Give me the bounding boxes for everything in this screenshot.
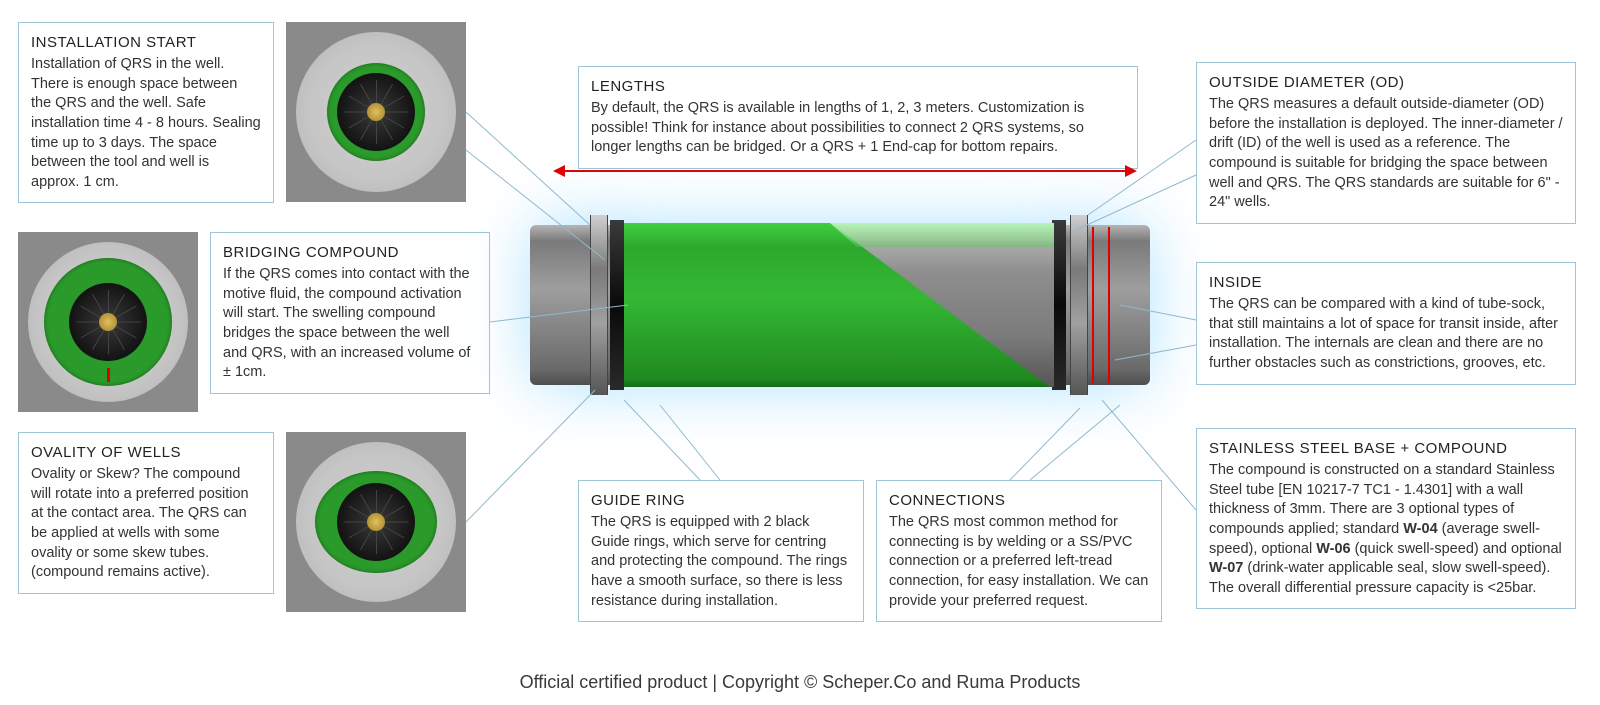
cross-section-ovality — [286, 432, 466, 612]
callout-title: STAINLESS STEEL BASE + COMPOUND — [1209, 439, 1563, 459]
footer-text: Official certified product | Copyright ©… — [0, 672, 1600, 693]
cross-section-bridging — [18, 232, 198, 412]
product-illustration — [530, 165, 1150, 445]
callout-lengths: LENGTHS By default, the QRS is available… — [578, 66, 1138, 169]
callout-bridging-compound: BRIDGING COMPOUND If the QRS comes into … — [210, 232, 490, 394]
callout-guide-ring: GUIDE RING The QRS is equipped with 2 bl… — [578, 480, 864, 622]
callout-body: By default, the QRS is available in leng… — [591, 99, 1125, 158]
callout-title: CONNECTIONS — [889, 491, 1149, 511]
callout-body: The QRS is equipped with 2 black Guide r… — [591, 513, 851, 611]
cross-section-install — [286, 22, 466, 202]
callout-body: Installation of QRS in the well. There i… — [31, 55, 261, 192]
callout-ovality: OVALITY OF WELLS Ovality or Skew? The co… — [18, 432, 274, 594]
callout-body: The QRS measures a default outside-diame… — [1209, 95, 1563, 212]
callout-title: LENGTHS — [591, 77, 1125, 97]
callout-title: INSTALLATION START — [31, 33, 261, 53]
callout-title: OUTSIDE DIAMETER (OD) — [1209, 73, 1563, 93]
callout-body: The QRS can be compared with a kind of t… — [1209, 295, 1563, 373]
callout-steel: STAINLESS STEEL BASE + COMPOUND The comp… — [1196, 428, 1576, 609]
callout-inside: INSIDE The QRS can be compared with a ki… — [1196, 262, 1576, 385]
callout-title: INSIDE — [1209, 273, 1563, 293]
callout-connections: CONNECTIONS The QRS most common method f… — [876, 480, 1162, 622]
callout-body: If the QRS comes into contact with the m… — [223, 265, 477, 382]
callout-title: GUIDE RING — [591, 491, 851, 511]
callout-title: BRIDGING COMPOUND — [223, 243, 477, 263]
callout-od: OUTSIDE DIAMETER (OD) The QRS measures a… — [1196, 62, 1576, 224]
callout-body: Ovality or Skew? The compound will rotat… — [31, 465, 261, 582]
callout-body: The QRS most common method for connectin… — [889, 513, 1149, 611]
callout-title: OVALITY OF WELLS — [31, 443, 261, 463]
callout-installation-start: INSTALLATION START Installation of QRS i… — [18, 22, 274, 203]
callout-body: The compound is constructed on a standar… — [1209, 461, 1563, 598]
